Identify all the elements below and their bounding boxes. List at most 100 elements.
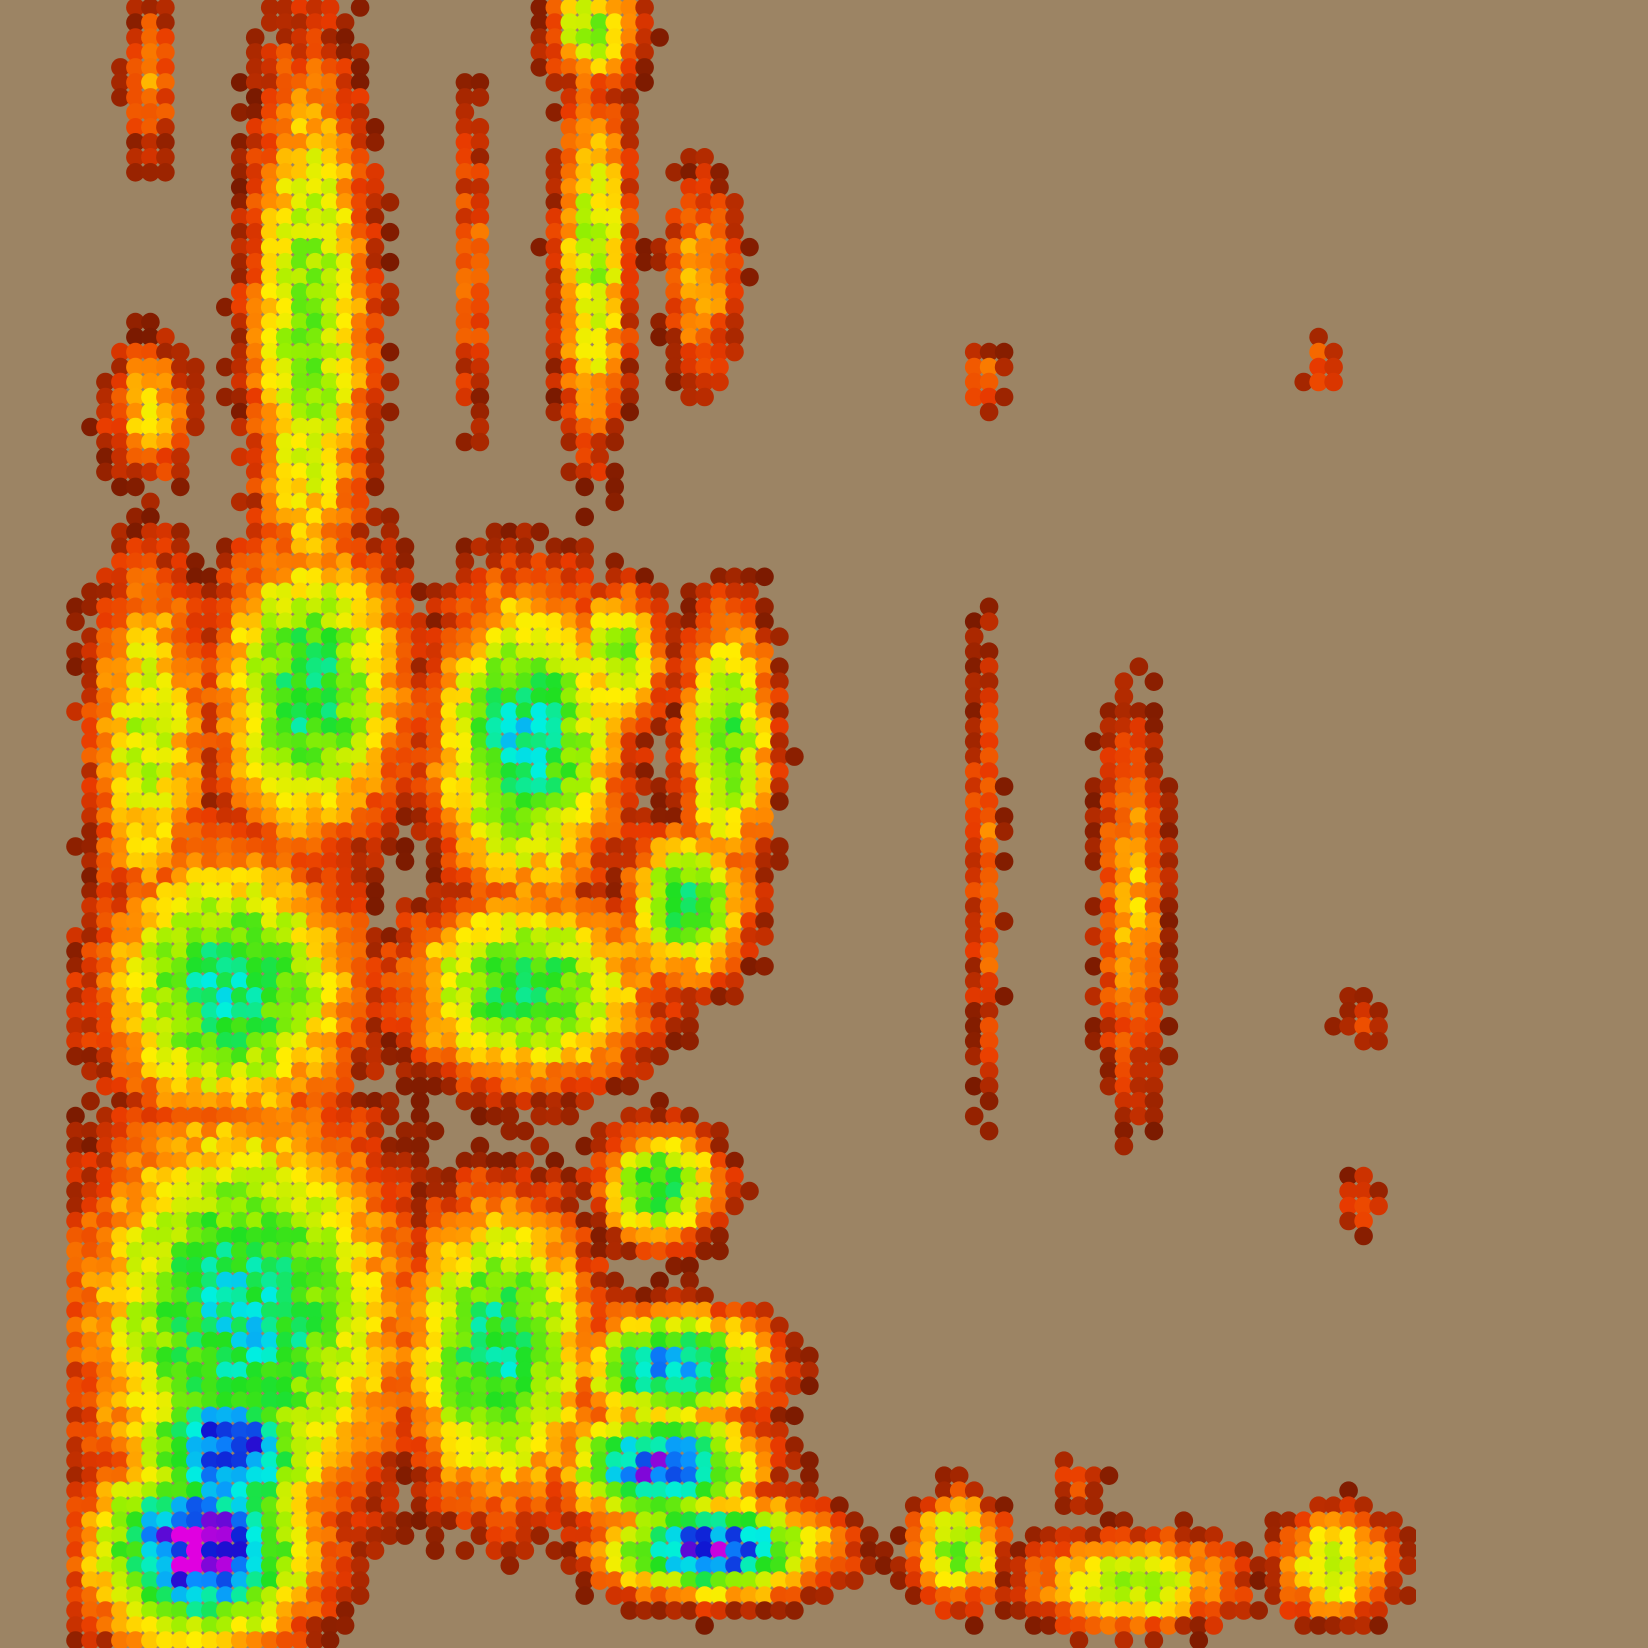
heatmap-cell <box>216 1541 235 1560</box>
heatmap-cell <box>635 867 654 886</box>
heatmap-cell <box>1099 882 1119 901</box>
heatmap-cell <box>695 163 714 182</box>
heatmap-cell <box>81 1631 100 1648</box>
heatmap-cell <box>545 58 565 77</box>
heatmap-cell <box>620 327 639 347</box>
heatmap-cell <box>605 0 624 17</box>
heatmap-cell <box>620 1046 639 1066</box>
heatmap-cell <box>680 1031 699 1051</box>
heatmap-cell <box>320 178 340 197</box>
heatmap-cell <box>425 1002 445 1021</box>
heatmap-cell <box>815 1511 834 1530</box>
heatmap-cell <box>230 163 250 182</box>
heatmap-cell <box>350 1136 370 1156</box>
heatmap-cell <box>1099 1601 1119 1620</box>
heatmap-cell <box>1369 1511 1388 1530</box>
heatmap-cell <box>500 1151 520 1171</box>
heatmap-cell <box>230 1091 250 1111</box>
heatmap-cell <box>665 222 684 242</box>
heatmap-cell <box>141 1466 160 1485</box>
heatmap-cell <box>201 657 220 676</box>
heatmap-cell <box>1204 1616 1224 1635</box>
heatmap-cell <box>1084 1481 1104 1500</box>
heatmap-cell <box>590 897 609 916</box>
heatmap-cell <box>96 1106 115 1126</box>
heatmap-cell <box>1144 942 1164 961</box>
heatmap-cell <box>395 927 415 946</box>
heatmap-cell <box>1009 1586 1029 1605</box>
heatmap-cell <box>230 133 250 152</box>
heatmap-cell <box>305 1466 325 1485</box>
heatmap-cell <box>650 1121 669 1141</box>
heatmap-cell <box>695 852 714 871</box>
heatmap-cell <box>365 957 385 976</box>
heatmap-cell <box>320 1526 340 1545</box>
heatmap-cell <box>395 1511 415 1530</box>
heatmap-cell <box>230 867 250 886</box>
heatmap-cell <box>500 957 520 976</box>
heatmap-cell <box>545 193 565 212</box>
heatmap-cell <box>1129 747 1149 766</box>
heatmap-cell <box>665 1466 684 1485</box>
heatmap-cell <box>1099 927 1119 946</box>
heatmap-cell <box>530 43 550 62</box>
heatmap-cell <box>545 987 565 1006</box>
heatmap-cell <box>485 957 505 976</box>
heatmap-cell <box>665 252 684 272</box>
heatmap-cell <box>230 1017 250 1036</box>
heatmap-cell <box>1069 1556 1089 1575</box>
heatmap-cell <box>575 1571 594 1590</box>
heatmap-cell <box>665 837 684 856</box>
heatmap-cell <box>725 1586 744 1605</box>
heatmap-cell <box>275 912 295 931</box>
heatmap-cell <box>66 1316 85 1336</box>
heatmap-cell <box>171 1136 190 1156</box>
heatmap-cell <box>1249 1556 1268 1575</box>
heatmap-cell <box>575 1481 594 1500</box>
heatmap-cell <box>156 387 175 407</box>
heatmap-cell <box>635 73 654 92</box>
heatmap-cell <box>111 432 130 452</box>
heatmap-cell <box>680 1151 699 1171</box>
heatmap-cell <box>560 282 580 302</box>
heatmap-cell <box>320 1541 340 1560</box>
heatmap-cell <box>96 1226 115 1246</box>
heatmap-cell <box>455 103 475 122</box>
heatmap-cell <box>335 612 355 631</box>
heatmap-cell <box>245 672 265 691</box>
heatmap-cell <box>455 193 475 212</box>
heatmap-cell <box>560 1436 580 1455</box>
heatmap-cell <box>590 1346 609 1366</box>
heatmap-cell <box>410 1211 430 1231</box>
heatmap-cell <box>575 762 594 781</box>
heatmap-cell <box>201 1136 220 1156</box>
heatmap-cell <box>350 1151 370 1171</box>
heatmap-cell <box>485 1286 505 1306</box>
heatmap-cell <box>335 582 355 602</box>
heatmap-cell <box>96 837 115 856</box>
heatmap-cell <box>290 357 310 377</box>
heatmap-cell <box>560 327 580 347</box>
heatmap-cell <box>620 1196 639 1216</box>
heatmap-cell <box>290 297 310 317</box>
heatmap-cell <box>530 1406 550 1426</box>
heatmap-cell <box>515 732 535 751</box>
heatmap-cell <box>635 1211 654 1231</box>
heatmap-cell <box>740 912 759 931</box>
heatmap-cell <box>530 627 550 646</box>
heatmap-cell <box>156 552 175 572</box>
heatmap-cell <box>635 1226 654 1246</box>
heatmap-cell <box>680 1286 699 1306</box>
heatmap-cell <box>650 1106 669 1126</box>
heatmap-cell <box>111 1076 130 1096</box>
heatmap-cell <box>770 1556 789 1575</box>
heatmap-cell <box>335 1166 355 1186</box>
heatmap-cell <box>1159 867 1179 886</box>
heatmap-cell <box>485 642 505 661</box>
heatmap-cell <box>635 1002 654 1021</box>
heatmap-cell <box>171 1586 190 1605</box>
heatmap-cell <box>575 1017 594 1036</box>
heatmap-cell <box>320 1046 340 1066</box>
heatmap-cell <box>695 1301 714 1321</box>
heatmap-cell <box>620 597 639 617</box>
